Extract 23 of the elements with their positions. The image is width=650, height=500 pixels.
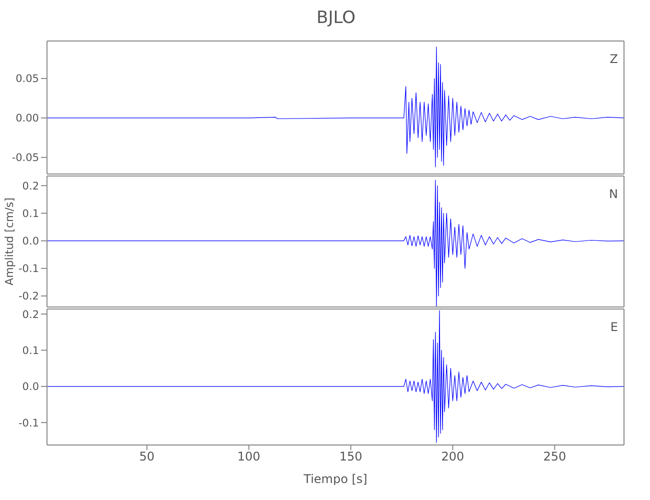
x-tick-label: 100: [237, 450, 260, 464]
x-tick-label: 250: [543, 450, 566, 464]
y-tick-label: 0.1: [22, 208, 39, 220]
chart-title: BJLO: [316, 8, 356, 28]
y-tick-label: 0.2: [22, 308, 39, 321]
line-series: [47, 46, 624, 168]
x-tick-label: 200: [441, 450, 464, 464]
y-tick-label: 0.00: [16, 112, 39, 125]
y-tick-label: 0.2: [22, 180, 39, 192]
x-tick-label: 50: [139, 450, 155, 464]
y-axis-title: Amplitud [cm/s]: [2, 198, 16, 286]
y-tick-label: -0.05: [12, 152, 39, 164]
y-tick-label: 0.05: [16, 73, 39, 86]
annotation: Z: [610, 52, 618, 66]
x-tick-label: 150: [339, 450, 362, 464]
y-tick-label: 0.0: [22, 236, 39, 248]
y-tick-label: -0.1: [18, 417, 39, 430]
annotation: N: [609, 187, 618, 201]
annotation: E: [610, 320, 618, 334]
y-tick-label: 0.0: [22, 381, 39, 394]
y-tick-label: -0.1: [18, 263, 39, 276]
y-tick-label: 0.1: [22, 344, 39, 357]
y-tick-label: -0.2: [18, 290, 39, 303]
